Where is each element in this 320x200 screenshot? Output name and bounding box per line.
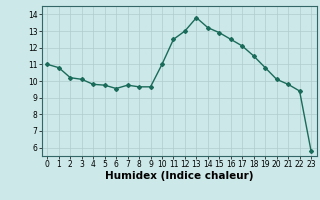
X-axis label: Humidex (Indice chaleur): Humidex (Indice chaleur) (105, 171, 253, 181)
